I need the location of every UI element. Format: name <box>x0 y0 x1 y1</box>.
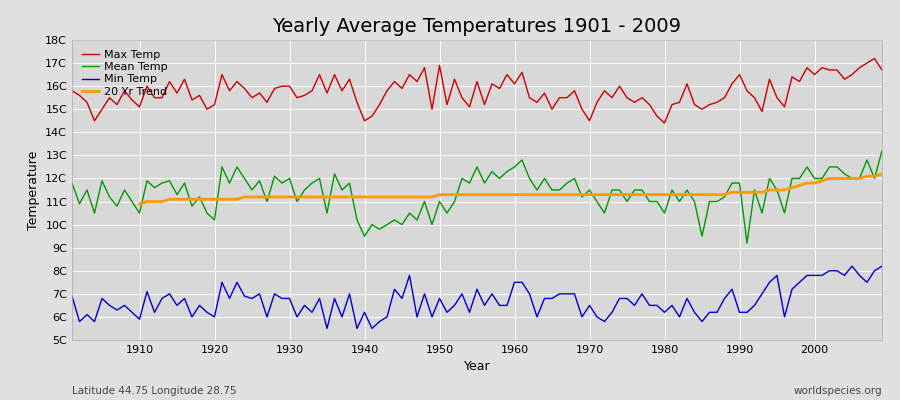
20 Yr Trend <box>276 194 287 199</box>
Mean Temp <box>877 148 887 153</box>
Min Temp <box>847 264 858 268</box>
Max Temp <box>869 56 880 61</box>
Max Temp <box>509 82 520 86</box>
20 Yr Trend <box>839 176 850 181</box>
Max Temp <box>659 121 670 126</box>
20 Yr Trend <box>134 202 145 206</box>
Line: Mean Temp: Mean Temp <box>72 151 882 243</box>
20 Yr Trend <box>577 192 588 197</box>
Line: Max Temp: Max Temp <box>72 58 882 123</box>
Min Temp <box>321 326 332 331</box>
Mean Temp <box>337 188 347 192</box>
Mean Temp <box>67 181 77 186</box>
X-axis label: Year: Year <box>464 360 490 374</box>
Max Temp <box>877 68 887 72</box>
Legend: Max Temp, Mean Temp, Min Temp, 20 Yr Trend: Max Temp, Mean Temp, Min Temp, 20 Yr Tre… <box>77 46 172 101</box>
Min Temp <box>607 310 617 315</box>
Max Temp <box>501 72 512 77</box>
Mean Temp <box>599 211 610 216</box>
Mean Temp <box>501 169 512 174</box>
Min Temp <box>509 280 520 285</box>
20 Yr Trend <box>307 194 318 199</box>
20 Yr Trend <box>816 178 827 183</box>
Mean Temp <box>509 164 520 169</box>
20 Yr Trend <box>517 192 527 197</box>
Text: worldspecies.org: worldspecies.org <box>794 386 882 396</box>
Y-axis label: Temperature: Temperature <box>27 150 40 230</box>
Max Temp <box>292 95 302 100</box>
Min Temp <box>127 310 138 315</box>
20 Yr Trend <box>877 172 887 176</box>
Max Temp <box>67 88 77 93</box>
Min Temp <box>344 292 355 296</box>
Mean Temp <box>292 199 302 204</box>
Title: Yearly Average Temperatures 1901 - 2009: Yearly Average Temperatures 1901 - 2009 <box>273 17 681 36</box>
Max Temp <box>337 88 347 93</box>
Max Temp <box>127 98 138 102</box>
Min Temp <box>517 280 527 285</box>
Min Temp <box>67 294 77 298</box>
Mean Temp <box>127 199 138 204</box>
Line: Min Temp: Min Temp <box>72 266 882 328</box>
Max Temp <box>599 88 610 93</box>
Mean Temp <box>742 241 752 246</box>
Line: 20 Yr Trend: 20 Yr Trend <box>140 174 882 204</box>
Text: Latitude 44.75 Longitude 28.75: Latitude 44.75 Longitude 28.75 <box>72 386 237 396</box>
Min Temp <box>877 264 887 268</box>
Min Temp <box>292 314 302 319</box>
